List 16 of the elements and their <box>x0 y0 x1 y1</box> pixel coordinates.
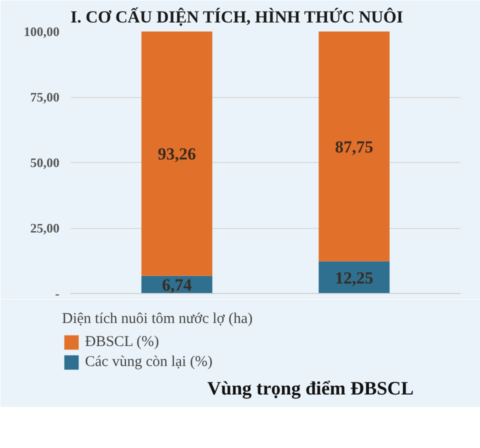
text: 6,74 <box>162 276 192 295</box>
y-tick-label: - <box>55 286 60 301</box>
y-tick-label: 25,00 <box>30 220 60 236</box>
legend-label: ĐBSCL (%) <box>85 334 160 350</box>
y-tick-label: 100,00 <box>24 24 60 39</box>
text: 87,75 <box>335 137 374 156</box>
text: Vùng trọng điểm ĐBSCL <box>207 378 414 400</box>
bar <box>141 32 212 276</box>
y-tick-label: 50,00 <box>30 155 60 170</box>
bar <box>318 32 390 262</box>
chart-title: I. CƠ CẤU DIỆN TÍCH, HÌNH THỨC NUÔI <box>70 6 404 26</box>
legend-title: Diện tích nuôi tôm nước lợ (ha) <box>62 311 253 328</box>
y-tick-label: 75,00 <box>30 90 60 104</box>
text: 12,25 <box>335 268 374 288</box>
legend-label: Các vùng còn lại (%) <box>85 354 212 370</box>
text: 93,26 <box>158 144 196 164</box>
